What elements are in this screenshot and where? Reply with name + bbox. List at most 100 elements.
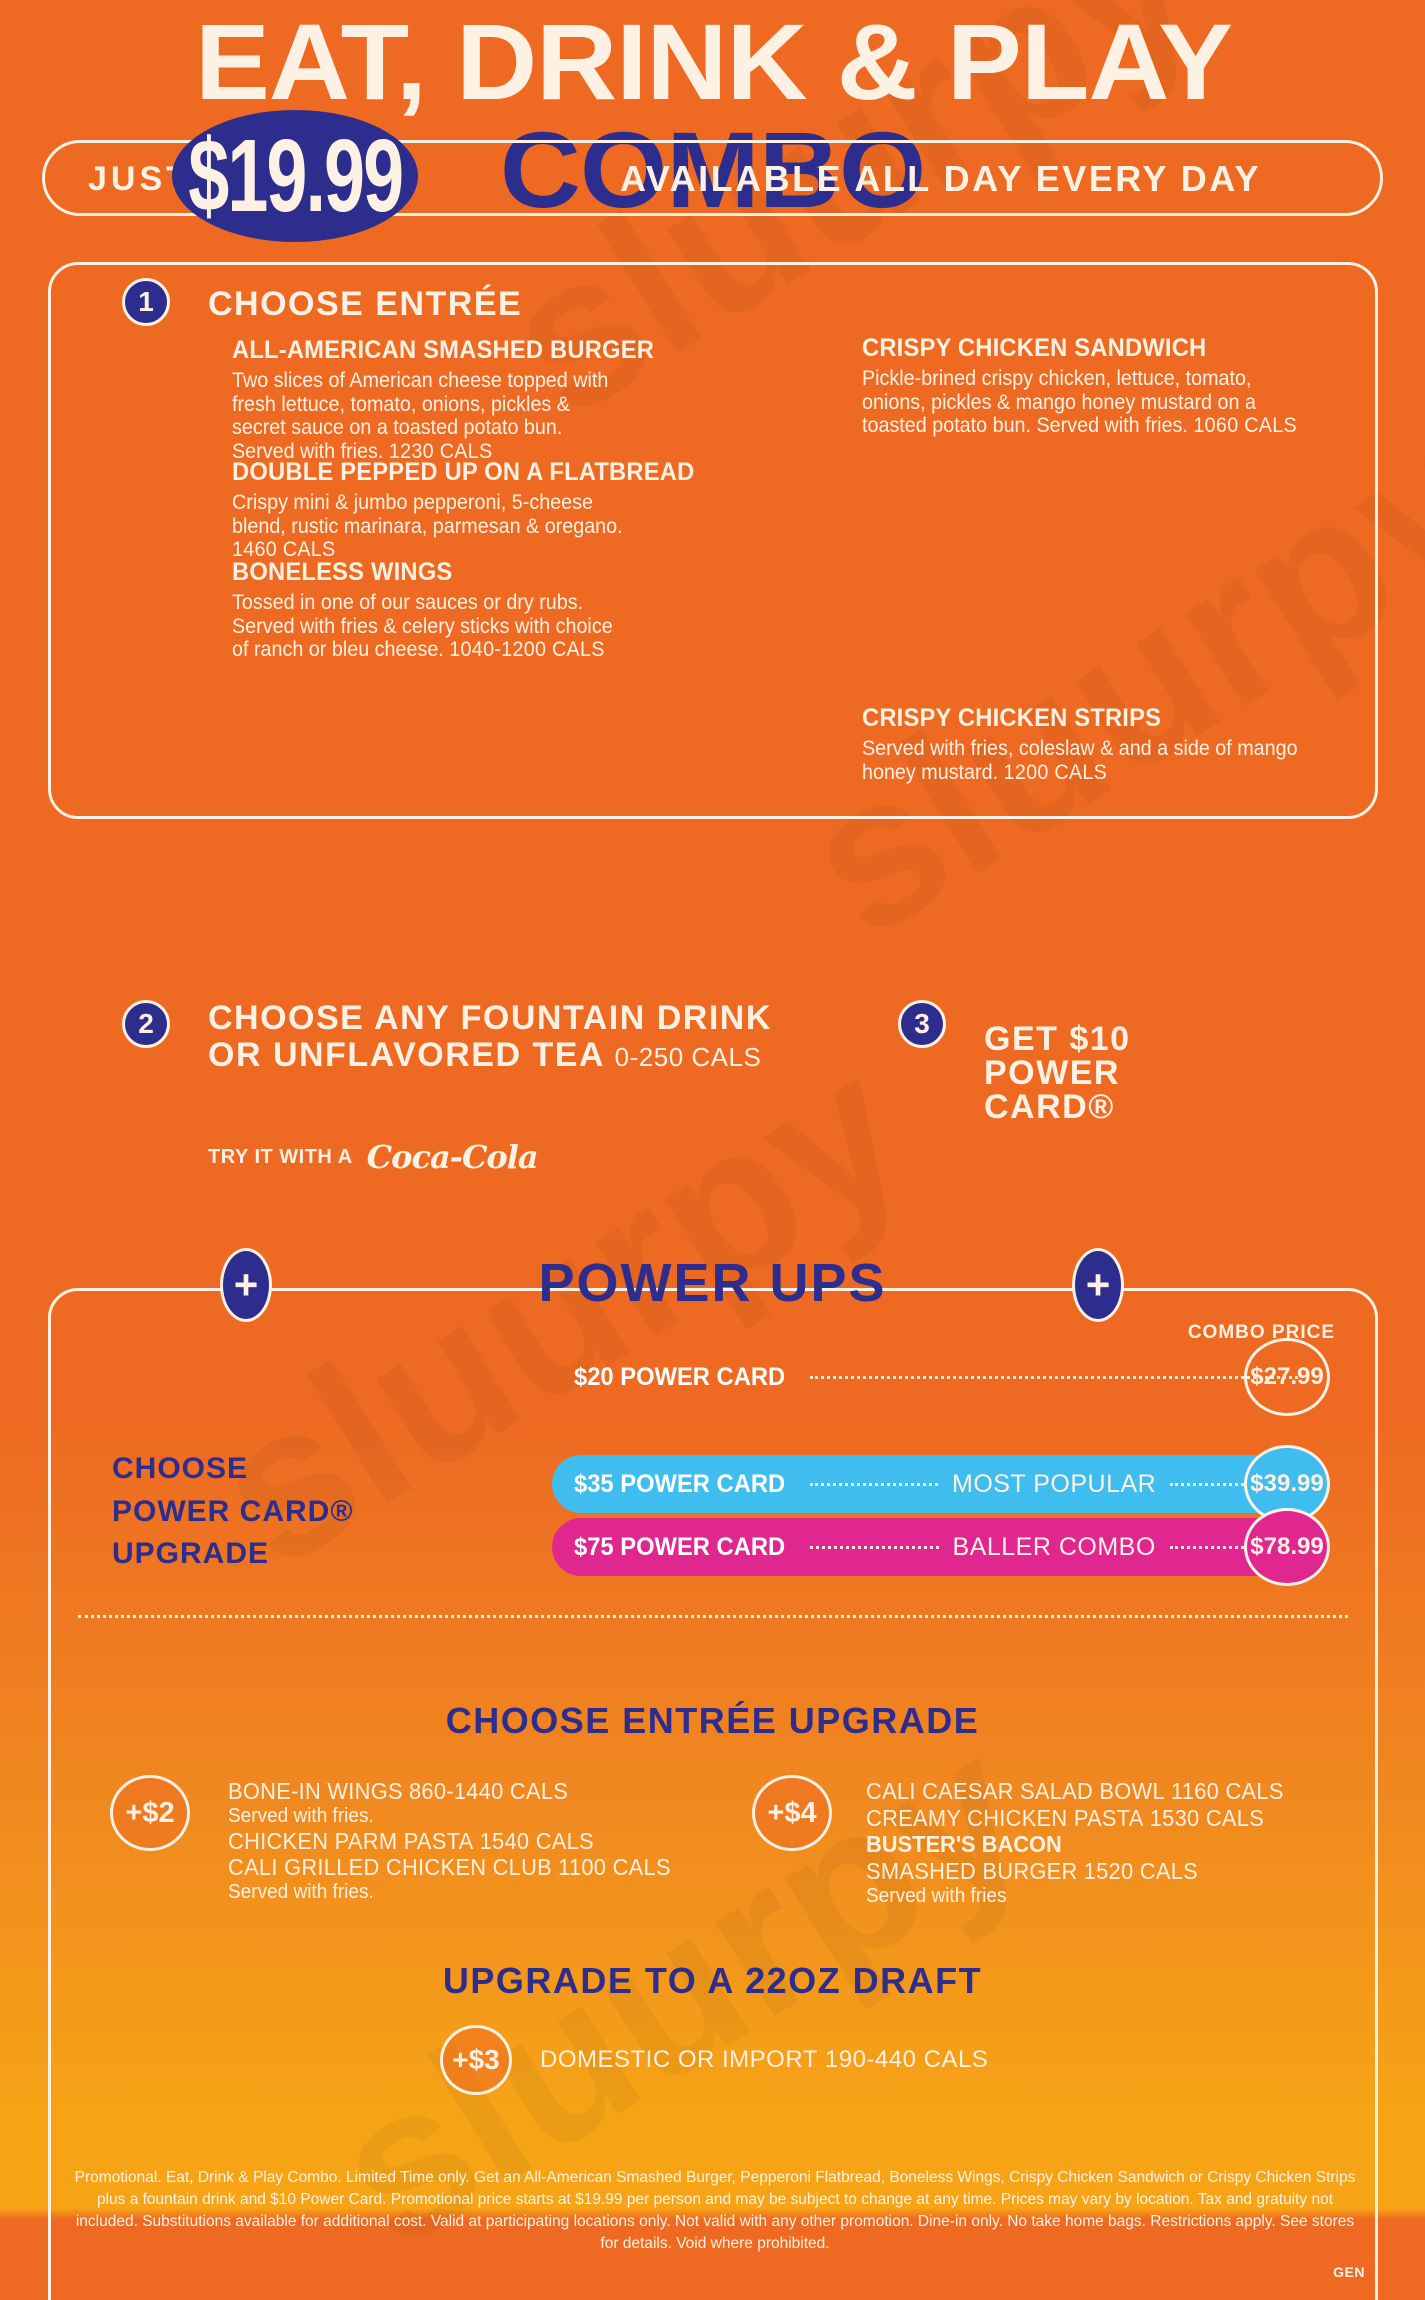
draft-cals: 190-440 CALS	[824, 2046, 989, 2073]
legal-disclaimer: Promotional. Eat, Drink & Play Combo. Li…	[74, 2169, 1356, 2252]
entree-cals: 1200 CALS	[1003, 760, 1108, 784]
upgrade-item-name: CHICKEN PARM PASTA	[228, 1827, 474, 1854]
entree-name: CRISPY CHICKEN SANDWICH	[862, 334, 1207, 362]
plus-icon: +	[220, 1248, 272, 1322]
entree-name: BONELESS WINGS	[232, 558, 453, 586]
upgrade-item: CREAMY CHICKEN PASTA 1530 CALS	[866, 1805, 1313, 1832]
section-divider	[78, 1615, 1348, 1618]
step-2-title: CHOOSE ANY FOUNTAIN DRINK OR UNFLAVORED …	[208, 1000, 808, 1073]
upgrade-item: CALI GRILLED CHICKEN CLUB 1100 CALS	[228, 1854, 675, 1881]
entree-cals: 1460 CALS	[232, 538, 336, 562]
entree-desc-text: Crispy mini & jumbo pepperoni, 5-cheese …	[232, 491, 623, 538]
choose-power-card-label: CHOOSE POWER CARD® UPGRADE	[112, 1448, 353, 1576]
upgrade-item: CHICKEN PARM PASTA 1540 CALS	[228, 1828, 675, 1855]
upgrade-item-cals: 1160 CALS	[1170, 1778, 1284, 1804]
step-2-title-text: CHOOSE ANY FOUNTAIN DRINK OR UNFLAVORED …	[208, 999, 772, 1074]
power-card-name: $75 POWER CARD	[574, 1532, 786, 1561]
title-blue-part: COMBO	[499, 109, 926, 230]
power-card-price: $27.99	[1244, 1338, 1330, 1416]
footer-code: GEN	[1333, 2264, 1365, 2280]
entree-item: CRISPY CHICKEN STRIPS Served with fries,…	[862, 704, 1332, 784]
combo-steps-panel	[48, 262, 1378, 819]
upgrade-item: BONE-IN WINGS 860-1440 CALS	[228, 1778, 675, 1805]
entree-desc: Two slices of American cheese topped wit…	[232, 369, 627, 463]
entree-cals: 1060 CALS	[1193, 414, 1297, 438]
step-2-number: 2	[138, 1008, 154, 1039]
upgrade-item-name: CREAMY CHICKEN PASTA	[866, 1804, 1144, 1831]
entree-desc-text: Two slices of American cheese topped wit…	[232, 369, 609, 463]
plus-icon: +	[1072, 1248, 1124, 1322]
step-1-badge: 1	[122, 278, 170, 326]
step-2-badge: 2	[122, 1000, 170, 1048]
entree-desc-text: Served with fries, coleslaw & and a side…	[862, 737, 1298, 784]
dotted-connector	[810, 1375, 1298, 1379]
step-3-badge: 3	[898, 1000, 946, 1048]
dotted-connector	[1169, 1545, 1299, 1549]
powerups-panel	[48, 1288, 1378, 2300]
powerups-title: POWER UPS	[538, 1253, 887, 1313]
upgrade-item-cals: 1100 CALS	[558, 1854, 671, 1881]
upgrade-list: CALI CAESAR SALAD BOWL 1160 CALS CREAMY …	[866, 1778, 1336, 1908]
price-bar	[42, 140, 1383, 216]
upgrade-item-name: BONE-IN WINGS	[228, 1778, 403, 1804]
draft-upgrade-title: UPGRADE TO A 22OZ DRAFT	[442, 1960, 983, 2001]
choose-line-2: POWER CARD®	[112, 1494, 354, 1528]
upgrade-list: BONE-IN WINGS 860-1440 CALS Served with …	[228, 1778, 698, 1904]
step-3-title: GET $10 POWER CARD®	[984, 1020, 1131, 1126]
entree-item: DOUBLE PEPPED UP ON A FLATBREAD Crispy m…	[232, 458, 695, 562]
combo-price-label: COMBO PRICE	[1187, 1322, 1335, 1343]
upgrade-item-note: Served with fries	[866, 1884, 1007, 1907]
upgrade-item-note: Served with fries.	[228, 1881, 374, 1904]
power-card-row[interactable]: $20 POWER CARD $27.99	[552, 1338, 1330, 1416]
dotted-connector	[1170, 1482, 1298, 1486]
upgrade-item-cals: 1540 CALS	[479, 1827, 594, 1854]
entree-name: DOUBLE PEPPED UP ON A FLATBREAD	[232, 458, 695, 486]
power-card-name: $35 POWER CARD	[574, 1469, 786, 1498]
upgrade-price-badge: +$2	[110, 1775, 190, 1851]
entree-desc: Crispy mini & jumbo pepperoni, 5-cheese …	[232, 491, 627, 562]
entree-cals: 1230 CALS	[388, 439, 493, 463]
step-1-title: CHOOSE ENTRÉE	[208, 285, 523, 323]
entree-cals: 1040-1200 CALS	[449, 638, 605, 662]
upgrade-item-name: CALI CAESAR SALAD BOWL	[866, 1778, 1165, 1804]
entree-upgrade-title: CHOOSE ENTRÉE UPGRADE	[445, 1700, 980, 1741]
step-1-number: 1	[138, 286, 154, 317]
power-card-tag: MOST POPULAR	[952, 1469, 1157, 1498]
choose-line-1: CHOOSE	[112, 1452, 249, 1485]
draft-label: DOMESTIC OR IMPORT 190-440 CALS	[540, 2046, 988, 2074]
try-it-label: TRY IT WITH A	[208, 1145, 353, 1168]
upgrade-item-name: CALI GRILLED CHICKEN CLUB	[228, 1854, 553, 1881]
entree-item: CRISPY CHICKEN SANDWICH Pickle-brined cr…	[862, 334, 1332, 438]
draft-upgrade-row: +$3 DOMESTIC OR IMPORT 190-440 CALS	[440, 2025, 988, 2095]
coca-cola-logo: Coca-Cola	[366, 1138, 539, 1176]
entree-name: CRISPY CHICKEN STRIPS	[862, 704, 1162, 732]
power-card-row[interactable]: $75 POWER CARD BALLER COMBO $78.99	[552, 1508, 1330, 1586]
upgrade-item-name: SMASHED BURGER	[866, 1858, 1078, 1885]
power-card-tag: BALLER COMBO	[952, 1532, 1156, 1561]
upgrade-item-cals: 860-1440 CALS	[408, 1778, 569, 1804]
price-badge: $19.99	[172, 110, 418, 242]
step-2-cals: 0-250 CALS	[614, 1041, 762, 1072]
entree-desc-text: Pickle-brined crispy chicken, lettuce, t…	[862, 367, 1256, 438]
power-card-price: $39.99	[1244, 1445, 1330, 1523]
dotted-connector	[810, 1545, 939, 1549]
upgrade-item-note: Served with fries.	[228, 1804, 374, 1827]
dotted-connector	[810, 1482, 939, 1486]
upgrade-item-cals: 1530 CALS	[1149, 1804, 1265, 1831]
just-label: JUST	[88, 160, 191, 198]
upgrade-item-cals: 1520 CALS	[1083, 1858, 1198, 1885]
power-card-row[interactable]: $35 POWER CARD MOST POPULAR $39.99	[552, 1445, 1330, 1523]
upgrade-item: BUSTER'S BACON	[866, 1831, 1062, 1858]
step-3-number: 3	[914, 1008, 930, 1039]
price-value: $19.99	[188, 118, 404, 234]
power-card-price: $78.99	[1244, 1508, 1330, 1586]
upgrade-item: SMASHED BURGER 1520 CALS	[866, 1858, 1313, 1885]
entree-item: BONELESS WINGS Tossed in one of our sauc…	[232, 558, 652, 662]
entree-item: ALL-AMERICAN SMASHED BURGER Two slices o…	[232, 336, 655, 463]
upgrade-price-badge: +$4	[752, 1775, 832, 1851]
availability-label: AVAILABLE ALL DAY EVERY DAY	[620, 158, 1261, 199]
entree-desc-text: Tossed in one of our sauces or dry rubs.…	[232, 591, 613, 662]
entree-name: ALL-AMERICAN SMASHED BURGER	[232, 336, 655, 364]
choose-line-3: UPGRADE	[112, 1537, 270, 1571]
